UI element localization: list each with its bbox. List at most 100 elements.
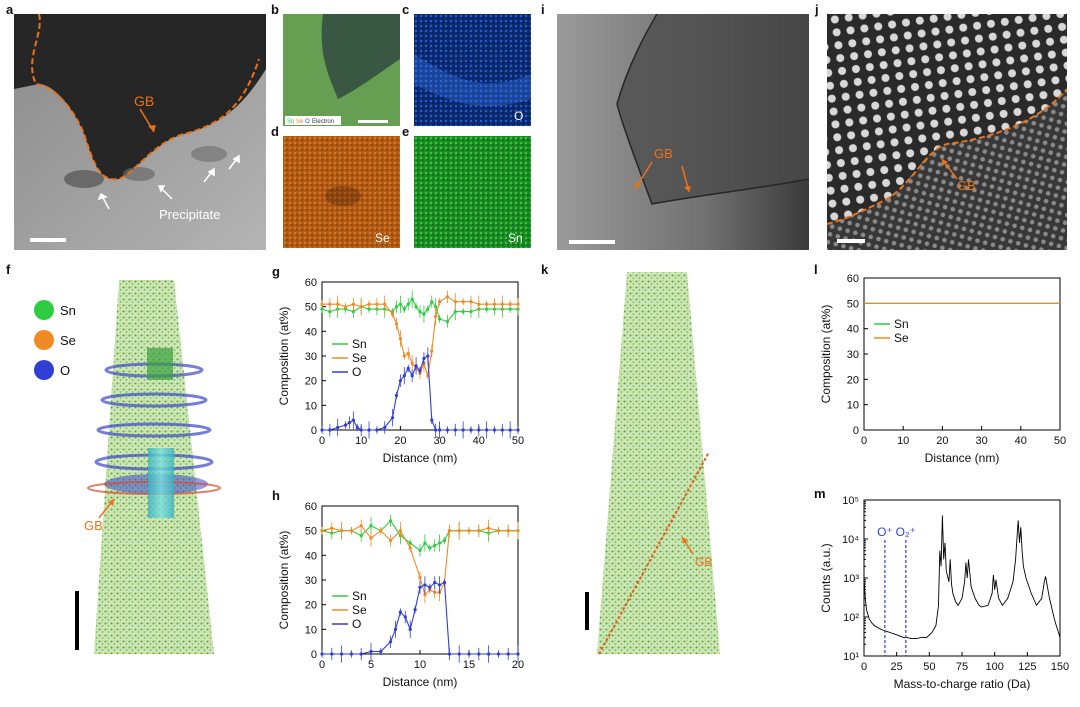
chart-g-data-point — [445, 319, 450, 324]
panel-a-precipitate-label: Precipitate — [159, 207, 220, 222]
chart-h-data-point — [349, 652, 353, 656]
chart-g-data-point — [516, 428, 520, 432]
panel-label-m: m — [814, 486, 826, 501]
chart-h-data-point — [389, 640, 393, 644]
chart-h-data-point — [418, 575, 422, 580]
chart-g-data-point — [477, 302, 481, 306]
panel-l-chart: 0 10 20 30 40 50 0 10 20 30 40 50 60 Distance (nm) Com… — [819, 273, 1066, 465]
chart-g-ytick-label: 50 — [305, 302, 317, 314]
chart-m-ytick-label: 10⁵ — [842, 495, 859, 507]
panel-i-image: GB — [557, 13, 810, 250]
panel-b: Sn Se O Electron b — [271, 2, 400, 126]
chart-m-frame — [863, 499, 1061, 657]
panel-c-map-label: O — [514, 109, 523, 123]
chart-g-data-point — [375, 302, 379, 306]
chart-h-data-point — [320, 529, 324, 533]
chart-h-data-point — [389, 519, 393, 523]
chart-g-xtick-label: 10 — [355, 435, 367, 447]
chart-g-data-point — [461, 310, 465, 314]
chart-h-data-point — [457, 529, 461, 533]
chart-g-data-point — [492, 428, 497, 432]
chart-h-xtick-label: 20 — [512, 659, 524, 671]
chart-h-data-point — [428, 585, 432, 589]
panel-i-gb-label: GB — [654, 146, 673, 161]
chart-g-data-point — [434, 314, 438, 319]
chart-g-ytick-label: 0 — [311, 425, 317, 437]
chart-h-data-point — [516, 652, 520, 656]
chart-h-ytick-label: 20 — [305, 600, 317, 612]
panel-label-h: h — [272, 488, 280, 503]
chart-h-data-point — [428, 546, 432, 550]
panel-e-map-label: Sn — [508, 231, 523, 245]
panel-d: Se d — [271, 124, 400, 248]
chart-h-data-point — [457, 652, 461, 656]
chart-h-data-point — [369, 524, 373, 528]
chart-h-data-point — [496, 529, 500, 533]
chart-g-data-point — [430, 300, 434, 304]
chart-h-data-point — [330, 526, 334, 530]
chart-g-data-point — [453, 310, 457, 314]
chart-g-data-point — [485, 428, 489, 432]
chart-g-data-point — [414, 364, 418, 368]
chart-g-data-point — [406, 302, 410, 306]
chart-g-data-point — [477, 428, 481, 432]
chart-g-data-point — [367, 428, 371, 432]
panel-l: 0 10 20 30 40 50 0 10 20 30 40 50 60 Distance (nm) Com… — [808, 262, 1070, 476]
chart-l-ytick-label: 30 — [847, 349, 859, 361]
chart-h-data-point — [418, 585, 422, 589]
chart-m-series-line — [863, 515, 1061, 640]
chart-g-data-point — [383, 302, 387, 306]
panel-label-a: a — [6, 2, 14, 17]
chart-l-ytick-label: 40 — [847, 324, 859, 336]
chart-g-xtick-label: 30 — [433, 435, 445, 447]
chart-h-data-point — [398, 529, 402, 533]
chart-g-ytick-label: 30 — [305, 351, 317, 363]
chart-l-ytick-label: 20 — [847, 374, 859, 386]
chart-g-legend-label: O — [352, 365, 361, 379]
chart-g-data-point — [438, 300, 442, 304]
chart-h-data-point — [369, 649, 373, 654]
chart-h-data-point — [340, 529, 344, 533]
chart-g-data-point — [445, 428, 450, 432]
chart-g-legend-label: Sn — [352, 337, 367, 351]
panel-j-image: GB — [826, 14, 1068, 250]
chart-g-data-point — [426, 307, 430, 311]
chart-m-ytick-label: 10¹ — [843, 651, 859, 663]
chart-g-data-point — [394, 322, 399, 326]
chart-m-xlabel: Mass-to-charge ratio (Da) — [894, 677, 1031, 691]
chart-g-ylabel: Composition (at%) — [277, 307, 291, 406]
chart-g-data-point — [438, 428, 442, 432]
chart-g-data-point — [485, 302, 489, 306]
chart-l-xlabel: Distance (nm) — [925, 451, 1000, 465]
panel-g: 0 10 20 30 40 50 0 10 20 30 40 50 60 Distance (nm) Com… — [270, 264, 540, 478]
chart-l-xtick-label: 0 — [861, 435, 867, 447]
chart-l-ytick-label: 50 — [847, 298, 859, 310]
chart-g-series-line — [322, 355, 518, 431]
chart-g-data-point — [469, 300, 473, 304]
panel-m: 0 25 50 75 100 125 150 10¹ 10² 10³ 10⁴ 10⁵ Mass-to-c… — [808, 486, 1070, 702]
chart-g-data-point — [328, 302, 332, 306]
chart-l-ylabel: Composition (at%) — [819, 305, 833, 404]
panel-c: O c — [402, 2, 531, 126]
chart-h-legend-label: Se — [352, 603, 367, 617]
chart-g-data-point — [414, 305, 418, 309]
panel-d-image: Se — [283, 136, 400, 248]
panel-label-i: i — [541, 2, 545, 17]
chart-l-xtick-label: 40 — [1015, 435, 1027, 447]
panel-label-c: c — [402, 2, 410, 17]
chart-h-data-point — [330, 652, 334, 656]
chart-g-data-point — [367, 302, 371, 306]
panel-label-e: e — [402, 124, 410, 139]
panel-f-gb-label: GB — [84, 518, 103, 533]
chart-g-data-point — [355, 425, 359, 430]
chart-m-xtick-label: 125 — [1018, 661, 1036, 673]
panel-label-l: l — [814, 262, 818, 277]
chart-l-frame — [863, 277, 1061, 431]
chart-h-data-point — [433, 543, 437, 548]
chart-g-data-point — [508, 302, 512, 306]
panel-a-image: GB Precipitate — [14, 13, 266, 250]
panel-j: GB j — [815, 2, 1068, 250]
chart-l-legend-label: Sn — [894, 317, 909, 331]
panel-f-legend-sn: Sn — [60, 303, 76, 318]
chart-h-data-point — [418, 548, 422, 552]
